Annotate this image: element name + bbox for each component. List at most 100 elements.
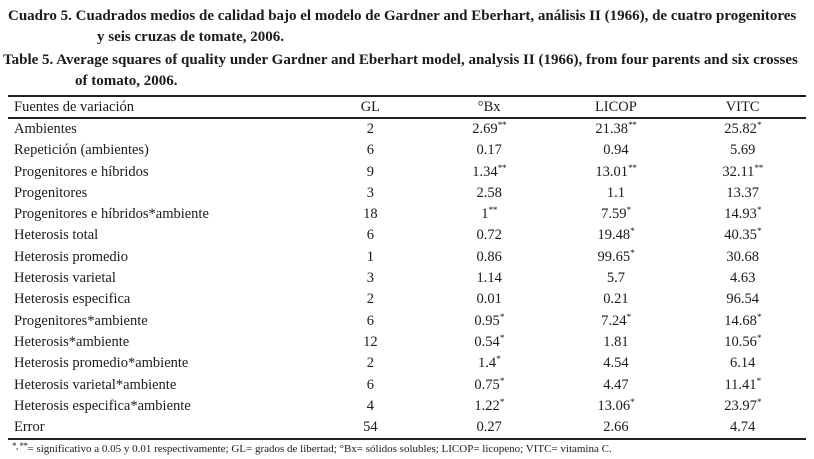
table-header: Fuentes de variación GL °Bx LICOP VITC xyxy=(8,96,806,119)
cell-licop: 7.59* xyxy=(553,204,680,225)
table-row: Heterosis especifica*ambiente 4 1.22* 13… xyxy=(8,396,806,417)
cell-licop: 1.81 xyxy=(553,332,680,353)
significance-asterisk: * xyxy=(499,397,505,408)
cell-brix-value: 1.22 xyxy=(474,397,500,414)
column-header-vitc: VITC xyxy=(679,96,806,119)
cell-gl: 6 xyxy=(315,140,426,161)
cell-vitc-value: 32.11 xyxy=(722,163,755,180)
cell-licop-value: 0.94 xyxy=(603,142,629,159)
cell-gl-value: 1 xyxy=(366,248,374,265)
column-header-gl: GL xyxy=(314,96,426,119)
table-row: Repetición (ambientes) 6 0.17 0.94 5.69 xyxy=(8,140,806,161)
table-row: Progenitores e híbridos 9 1.34** 13.01**… xyxy=(8,162,806,183)
cell-vitc: 4.74 xyxy=(679,417,806,439)
cell-source-of-variation: Progenitores e híbridos*ambiente xyxy=(14,206,209,223)
cell-vitc: 10.56* xyxy=(679,332,806,353)
cell-licop: 0.94 xyxy=(553,140,680,161)
significance-asterisk: ** xyxy=(627,163,637,174)
column-header-sources-of-variation: Fuentes de variación xyxy=(8,96,315,119)
cell-vitc-value: 13.37 xyxy=(726,184,759,201)
cell-brix: 2.58 xyxy=(426,183,553,204)
significance-asterisk: * xyxy=(756,206,762,217)
cell-gl-value: 2 xyxy=(366,291,374,308)
table-row: Heterosis varietal*ambiente 6 0.75* 4.47… xyxy=(8,375,806,396)
cell-vitc: 5.69 xyxy=(679,140,806,161)
cell-brix: 0.01 xyxy=(426,289,553,310)
cell-licop: 7.24* xyxy=(553,311,680,332)
cell-source-of-variation: Heterosis especifica xyxy=(14,291,131,308)
significance-asterisk: * xyxy=(499,333,505,344)
cell-gl-value: 12 xyxy=(363,333,378,350)
cell-source-of-variation: Heterosis*ambiente xyxy=(14,333,130,350)
cell-brix-value: 0.75 xyxy=(474,376,500,393)
cell-brix: 0.95* xyxy=(426,311,553,332)
cell-source-of-variation: Error xyxy=(14,419,45,436)
caption-spanish: Cuadro 5. Cuadrados medios de calidad ba… xyxy=(8,6,806,48)
significance-asterisk: * xyxy=(756,121,762,131)
table-row: Error 54 0.27 2.66 4.74 xyxy=(8,417,806,439)
cell-licop-value: 1.1 xyxy=(606,184,625,201)
cell-brix-value: 1 xyxy=(481,206,489,223)
cell-licop: 19.48* xyxy=(553,225,680,246)
significance-asterisk: * xyxy=(756,376,762,387)
cell-vitc-value: 14.68 xyxy=(724,312,757,329)
cell-source-of-variation: Heterosis promedio xyxy=(14,248,128,265)
cell-gl: 3 xyxy=(315,183,426,204)
significance-asterisk: * xyxy=(499,376,505,387)
cell-gl-value: 18 xyxy=(363,206,378,223)
cell-vitc-value: 10.56 xyxy=(724,333,757,350)
table-row: Heterosis promedio 1 0.86 99.65* 30.68 xyxy=(8,247,806,268)
cell-licop: 13.01** xyxy=(553,162,680,183)
cell-brix-value: 1.34 xyxy=(472,163,498,180)
caption-english-label: Table 5. xyxy=(3,52,54,68)
cell-brix: 1** xyxy=(426,204,553,225)
cell-gl-value: 6 xyxy=(366,312,374,329)
cell-source-of-variation: Heterosis promedio*ambiente xyxy=(14,355,189,372)
caption-spanish-text: Cuadrados medios de calidad bajo el mode… xyxy=(71,8,797,45)
column-header-brix: °Bx xyxy=(425,96,553,119)
significance-asterisk: ** xyxy=(488,206,498,217)
cell-vitc-value: 5.69 xyxy=(729,142,756,159)
cell-vitc: 11.41* xyxy=(679,375,806,396)
cell-vitc-value: 4.74 xyxy=(729,419,756,436)
cell-brix-value: 0.01 xyxy=(476,291,502,308)
significance-asterisk: * xyxy=(630,227,635,238)
cell-brix: 2.69** xyxy=(426,118,553,140)
cell-licop: 13.06* xyxy=(553,396,680,417)
caption-english: Table 5. Average squares of quality unde… xyxy=(3,50,806,92)
table-body: Ambientes 2 2.69** 21.38** 25.82* Repeti… xyxy=(8,118,806,439)
cell-brix: 0.75* xyxy=(426,375,553,396)
cell-gl: 1 xyxy=(315,247,426,268)
cell-licop-value: 13.01 xyxy=(595,163,628,180)
cell-vitc: 32.11** xyxy=(679,162,806,183)
cell-gl: 12 xyxy=(315,332,426,353)
cell-vitc: 25.82* xyxy=(679,118,806,140)
cell-vitc-value: 6.14 xyxy=(729,355,756,372)
table-row: Ambientes 2 2.69** 21.38** 25.82* xyxy=(8,118,806,140)
cell-vitc-value: 11.41 xyxy=(724,376,757,393)
cell-licop: 1.1 xyxy=(553,183,680,204)
cell-vitc: 6.14 xyxy=(679,353,806,374)
significance-asterisk: * xyxy=(756,397,762,408)
cell-gl-value: 9 xyxy=(366,163,374,180)
cell-brix: 0.54* xyxy=(426,332,553,353)
cell-gl: 54 xyxy=(315,417,426,439)
cell-brix: 0.17 xyxy=(426,140,553,161)
cell-licop-value: 5.7 xyxy=(606,270,625,287)
cell-gl: 2 xyxy=(315,353,426,374)
cell-vitc-value: 4.63 xyxy=(729,270,756,287)
cell-vitc: 14.68* xyxy=(679,311,806,332)
cell-brix: 0.86 xyxy=(426,247,553,268)
cell-licop-value: 19.48 xyxy=(597,227,631,244)
cell-gl: 6 xyxy=(315,225,426,246)
cell-gl: 9 xyxy=(315,162,426,183)
cell-vitc: 13.37 xyxy=(679,183,806,204)
table-row: Heterosis*ambiente 12 0.54* 1.81 10.56* xyxy=(8,332,806,353)
significance-asterisk: * xyxy=(626,206,631,217)
cell-licop: 4.47 xyxy=(553,375,680,396)
cell-source-of-variation: Heterosis varietal*ambiente xyxy=(14,376,177,393)
table-row: Heterosis promedio*ambiente 2 1.4* 4.54 … xyxy=(8,353,806,374)
footnote: *, **= significativo a 0.05 y 0.01 respe… xyxy=(8,442,806,456)
cell-licop-value: 7.24 xyxy=(601,312,627,329)
cell-brix-value: 1.14 xyxy=(476,270,502,287)
